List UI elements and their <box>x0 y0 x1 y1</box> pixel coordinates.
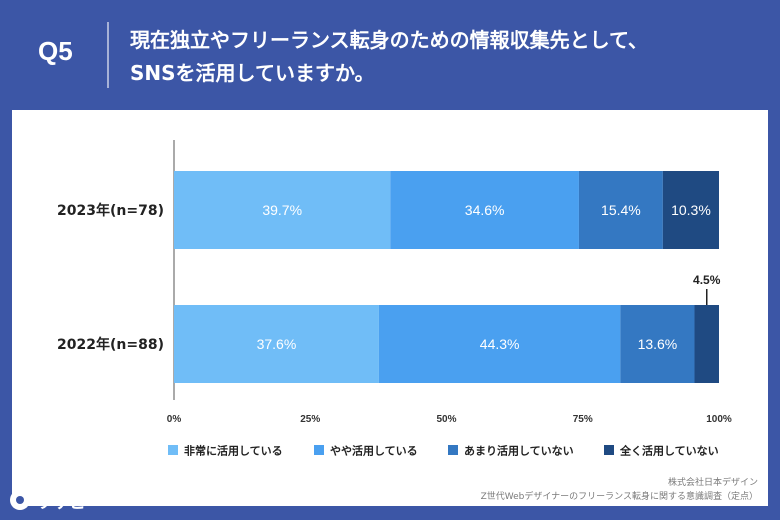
bar-segment-0-1 <box>390 171 579 249</box>
source-survey: Z世代Webデザイナーのフリーランス転身に関する意識調査（定点） <box>480 492 758 502</box>
data-label-0-1: 34.6% <box>465 202 505 218</box>
chart-panel: 2023年(n=78) 39.7% 34.6% 15.4% 10.3% 2022年(n=8… <box>12 110 768 506</box>
data-label-0-3: 10.3% <box>671 202 711 218</box>
data-label-0-2: 15.4% <box>601 202 641 218</box>
logo-pin-icon <box>10 490 30 510</box>
x-tick-label-0: 0% <box>167 414 182 425</box>
bar-segment-0-3 <box>662 171 719 249</box>
category-label-0: 2023年(n=78) <box>57 202 164 219</box>
data-label-1-0: 37.6% <box>257 336 297 352</box>
data-label-1-2: 13.6% <box>638 336 678 352</box>
bar-segment-0-2 <box>578 171 663 249</box>
legend-label-3: 全く活用していない <box>619 444 719 458</box>
legend-swatch-0 <box>168 445 178 455</box>
legend-label-2: あまり活用していない <box>464 444 574 458</box>
x-tick-label-4: 100% <box>706 414 732 425</box>
category-label-1: 2022年(n=88) <box>57 336 164 353</box>
bar-segment-1-2 <box>620 305 695 383</box>
data-label-1-1: 44.3% <box>480 336 520 352</box>
legend-swatch-1 <box>314 445 324 455</box>
data-label-1-3: 4.5% <box>693 273 721 287</box>
bar-segment-1-3 <box>694 305 719 383</box>
question-number: Q5 <box>38 36 73 66</box>
brand-logo: リサピー <box>10 487 103 513</box>
header-divider <box>107 22 109 88</box>
stacked-bar-chart: 2023年(n=78) 39.7% 34.6% 15.4% 10.3% 2022年(n=8… <box>57 140 732 458</box>
bar-segment-1-1 <box>378 305 621 383</box>
legend-label-0: 非常に活用している <box>184 444 283 458</box>
question-title-line-1: 現在独立やフリーランス転身のための情報収集先として、 <box>130 28 648 52</box>
data-label-0-0: 39.7% <box>262 202 302 218</box>
logo-text: リサピー <box>35 492 103 513</box>
legend-swatch-3 <box>604 445 614 455</box>
x-tick-label-3: 75% <box>573 414 593 425</box>
question-title-line-2: SNSを活用していますか。 <box>130 61 375 85</box>
x-tick-label-2: 50% <box>436 414 456 425</box>
legend-label-1: やや活用している <box>330 444 418 458</box>
source-company: 株式会社日本デザイン <box>667 478 758 488</box>
bar-segment-0-0 <box>174 171 391 249</box>
x-tick-label-1: 25% <box>300 414 320 425</box>
header: Q5 現在独立やフリーランス転身のための情報収集先として、 SNSを活用していま… <box>0 0 780 110</box>
legend-swatch-2 <box>448 445 458 455</box>
source-note: 株式会社日本デザイン Z世代Webデザイナーのフリーランス転身に関する意識調査（… <box>481 476 758 504</box>
question-title: 現在独立やフリーランス転身のための情報収集先として、 SNSを活用していますか。 <box>130 24 750 90</box>
bar-segment-1-0 <box>174 305 379 383</box>
